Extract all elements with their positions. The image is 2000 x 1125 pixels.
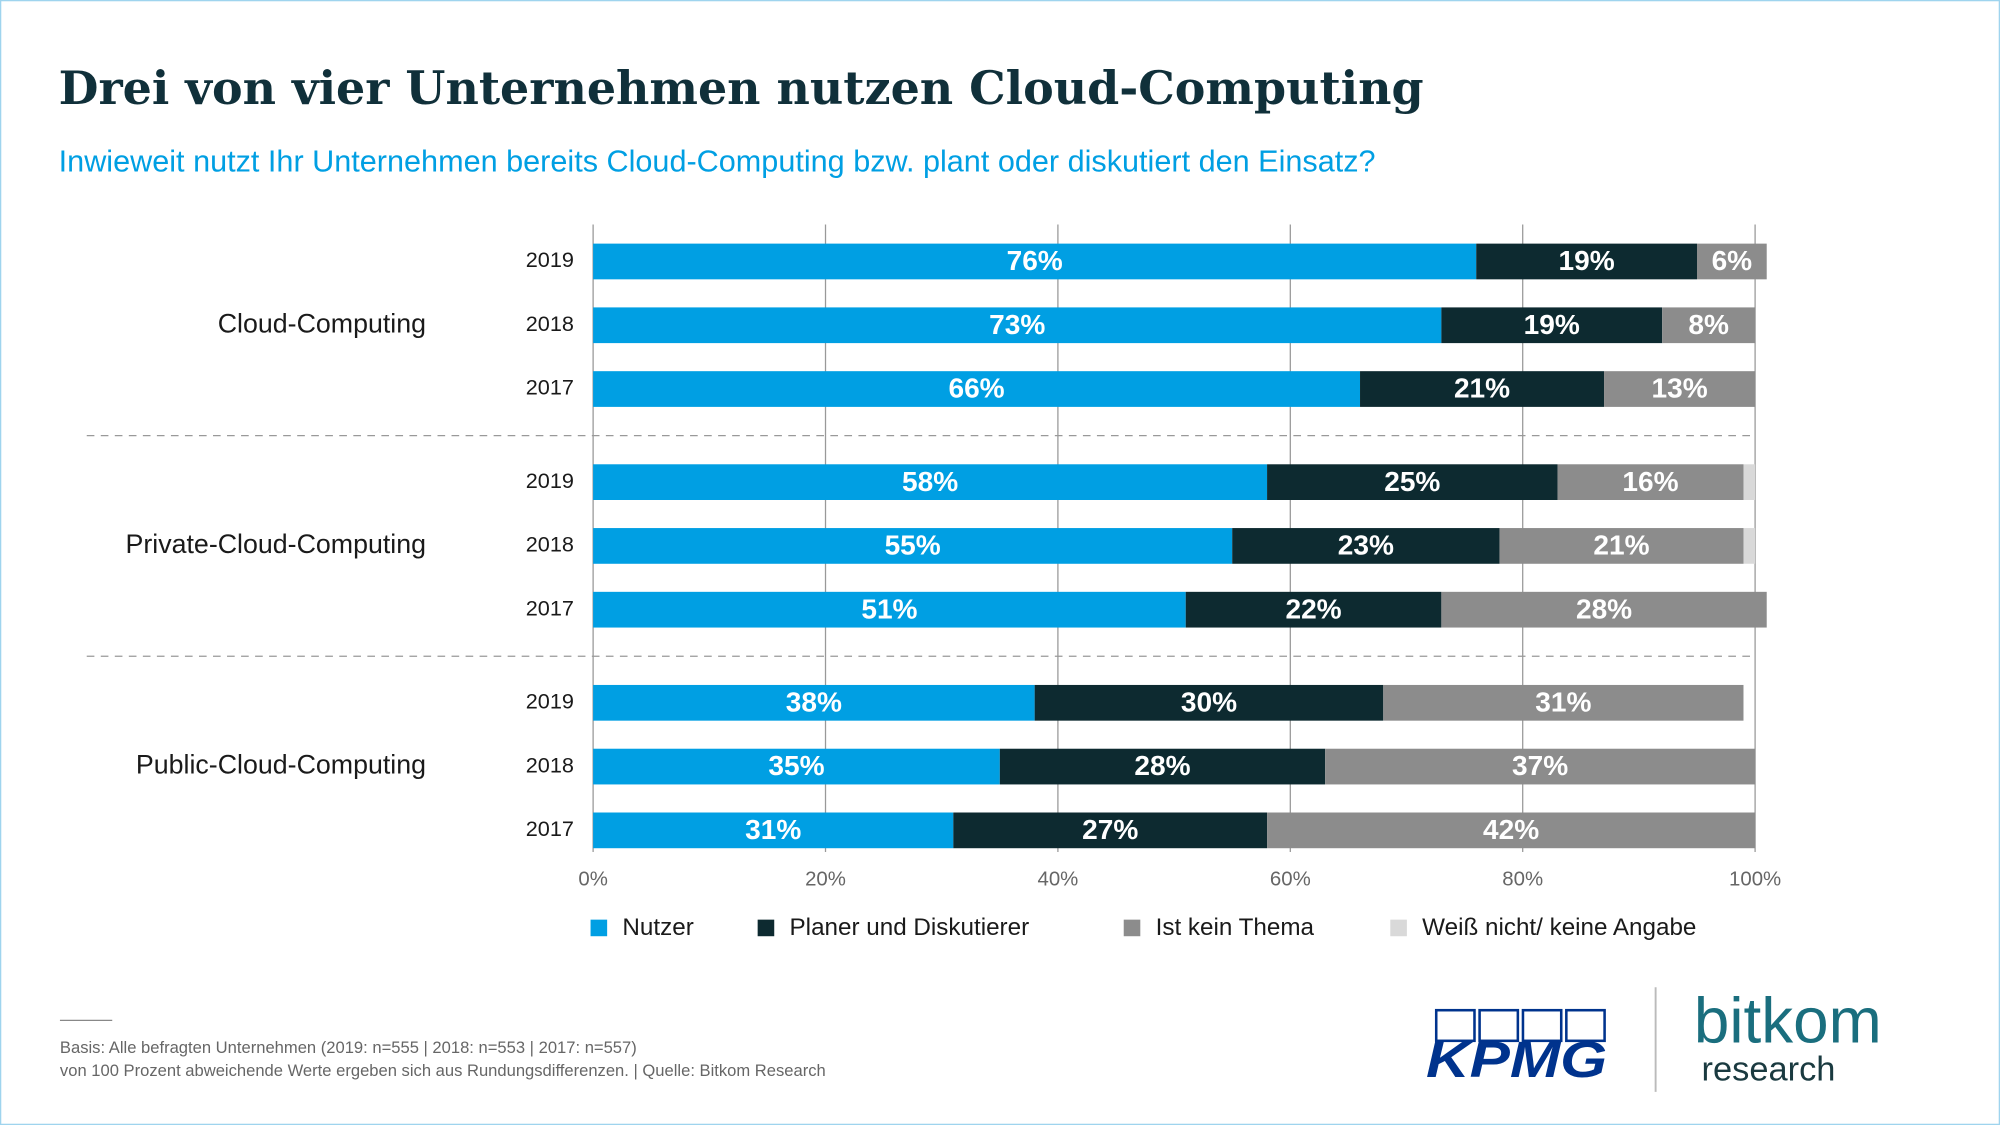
legend-label: Weiß nicht/ keine Angabe [1422, 914, 1696, 941]
bar-segment [1441, 591, 1767, 628]
y-tick-label: 2018 [526, 311, 574, 336]
y-tick-label: 2019 [526, 247, 574, 272]
legend-swatch [590, 919, 608, 937]
group-label: Private-Cloud-Computing [126, 529, 427, 559]
data-label: 31% [1535, 686, 1591, 717]
data-label: 30% [1181, 686, 1237, 717]
data-label: 58% [902, 466, 958, 497]
bar-segment [1604, 371, 1756, 407]
data-label: 73% [989, 309, 1045, 340]
footer-note: von 100 Prozent abweichende Werte ergebe… [60, 1061, 826, 1080]
kpmg-box [1434, 1008, 1476, 1043]
y-tick-label: 2017 [526, 595, 574, 620]
bar-segment [593, 371, 1361, 407]
chart-title: Drei von vier Unternehmen nutzen Cloud-C… [59, 61, 1424, 115]
x-tick-label: 20% [805, 868, 846, 890]
bar-segment [593, 307, 1442, 344]
data-label: 38% [786, 686, 842, 717]
data-label: 31% [745, 814, 801, 845]
research-text: research [1702, 1051, 1836, 1089]
data-label: 37% [1512, 750, 1568, 781]
data-label: 66% [948, 373, 1004, 404]
bar-segment [593, 464, 1268, 500]
data-label: 21% [1454, 373, 1510, 404]
bar-segment [1441, 307, 1663, 344]
data-label: 35% [768, 750, 824, 781]
legend-swatch [1123, 919, 1141, 937]
bar-segment [999, 748, 1326, 785]
legend-label: Ist kein Thema [1156, 914, 1315, 941]
bar-segment [1743, 464, 1756, 500]
data-label: 16% [1622, 466, 1678, 497]
kpmg-box [1521, 1008, 1563, 1043]
bar-segment [953, 812, 1268, 849]
kpmg-text: KPMG [1426, 1031, 1607, 1088]
data-label: 6% [1712, 245, 1753, 276]
legend-label: Planer und Diskutierer [790, 914, 1030, 941]
footer-note: Basis: Alle befragten Unternehmen (2019:… [60, 1038, 637, 1057]
data-label: 42% [1483, 814, 1539, 845]
bar-segment [1662, 307, 1756, 344]
data-label: 22% [1285, 593, 1341, 624]
data-label: 13% [1652, 373, 1708, 404]
bar-segment [593, 243, 1477, 280]
bar-segment [1499, 528, 1744, 564]
bar-segment [1697, 243, 1767, 280]
bar-segment [1476, 243, 1698, 280]
x-tick-label: 80% [1502, 868, 1543, 890]
data-label: 23% [1338, 530, 1394, 561]
data-label: 19% [1524, 309, 1580, 340]
x-tick-label: 40% [1038, 868, 1079, 890]
data-label: 19% [1559, 245, 1615, 276]
y-tick-label: 2018 [526, 752, 574, 777]
bar-segment [593, 812, 954, 849]
legend-label: Nutzer [622, 914, 693, 941]
legend-swatch [1390, 919, 1407, 937]
bar-segment [593, 591, 1186, 628]
y-tick-label: 2017 [526, 375, 574, 400]
bar-segment [1267, 464, 1558, 500]
bar-segment [1232, 528, 1500, 564]
data-label: 55% [885, 530, 941, 561]
x-tick-label: 60% [1270, 868, 1311, 890]
bar-segment [1383, 684, 1744, 721]
data-label: 28% [1134, 750, 1190, 781]
data-label: 21% [1593, 530, 1649, 561]
bar-segment [1267, 812, 1756, 849]
y-tick-label: 2017 [526, 816, 574, 841]
bar-segment [1743, 528, 1756, 564]
bar-segment [593, 528, 1233, 564]
data-label: 51% [861, 593, 917, 624]
data-label: 25% [1384, 466, 1440, 497]
y-tick-label: 2018 [526, 532, 574, 557]
bar-segment [1185, 591, 1442, 628]
bar-segment [1034, 684, 1384, 721]
bitkom-text: bitkom [1694, 984, 1882, 1056]
kpmg-box [1478, 1008, 1520, 1043]
bar-segment [1325, 748, 1756, 785]
bar-segment [593, 748, 1000, 785]
kpmg-box [1565, 1008, 1606, 1043]
x-tick-label: 100% [1729, 868, 1781, 890]
group-label: Public-Cloud-Computing [136, 750, 426, 780]
data-label: 8% [1688, 309, 1729, 340]
group-label: Cloud-Computing [218, 308, 426, 338]
legend-swatch [757, 919, 775, 937]
data-label: 28% [1576, 593, 1632, 624]
chart-subtitle: Inwieweit nutzt Ihr Unternehmen bereits … [59, 144, 1376, 178]
data-label: 27% [1082, 814, 1138, 845]
x-tick-label: 0% [578, 868, 607, 890]
bar-segment [1360, 371, 1605, 407]
y-tick-label: 2019 [526, 689, 574, 714]
kpmg-logo: KPMG [1426, 1008, 1607, 1088]
bar-segment [1557, 464, 1744, 500]
y-tick-label: 2019 [526, 468, 574, 493]
bar-segment [593, 684, 1035, 721]
data-label: 76% [1007, 245, 1063, 276]
